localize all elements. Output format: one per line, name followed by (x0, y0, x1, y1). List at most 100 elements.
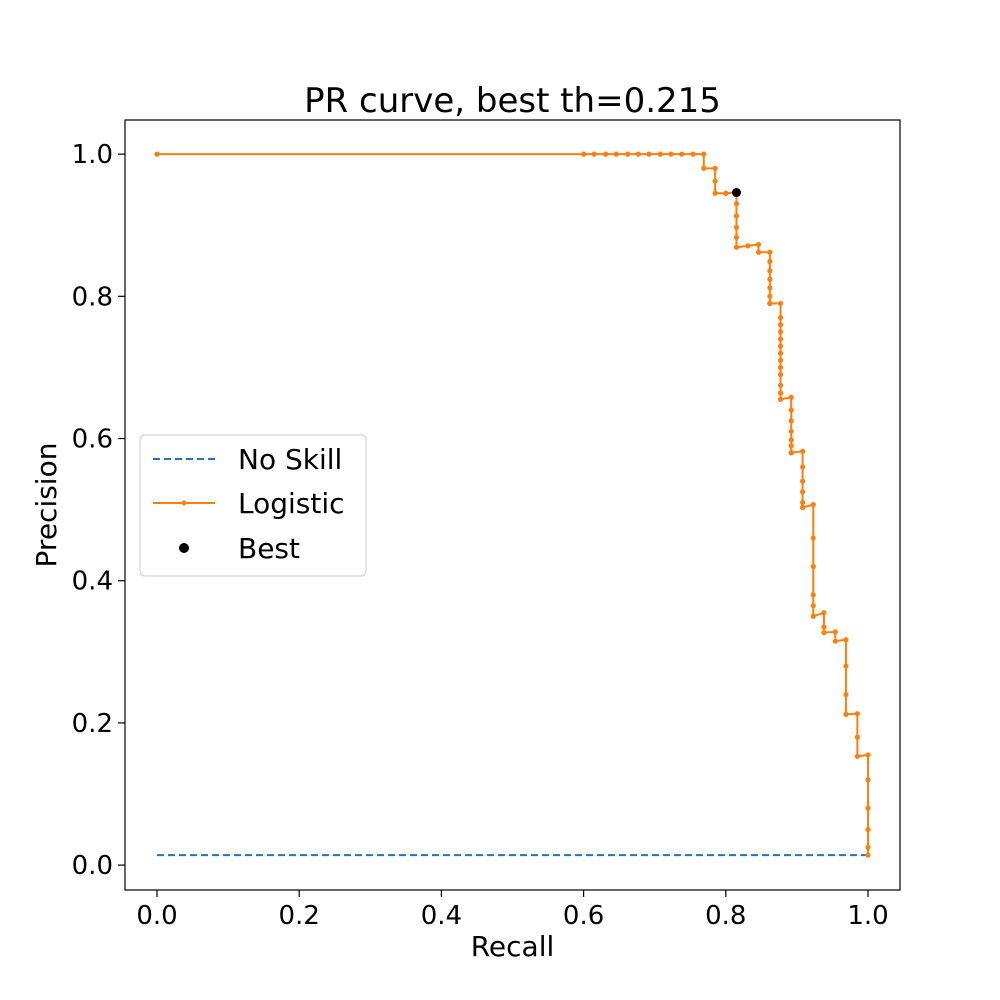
logistic-point (843, 663, 849, 669)
logistic-point (701, 165, 707, 171)
logistic-point (777, 390, 784, 396)
logistic-point (821, 610, 827, 616)
logistic-point (646, 151, 652, 157)
legend-best-marker (179, 543, 189, 553)
legend-no-skill-label: No Skill (238, 443, 342, 476)
logistic-point (712, 165, 718, 171)
x-axis-label: Recall (471, 930, 555, 963)
logistic-point (788, 443, 794, 449)
y-tick-label: 0.8 (72, 282, 113, 312)
x-tick-label: 1.0 (847, 901, 888, 931)
logistic-point (603, 151, 609, 157)
series-layer (154, 151, 871, 858)
legend-best-label: Best (238, 532, 300, 565)
logistic-point (788, 394, 794, 400)
x-tick-label: 0.8 (705, 901, 746, 931)
logistic-point (821, 624, 827, 630)
logistic-point (712, 178, 718, 184)
logistic-point (788, 437, 794, 443)
logistic-point (865, 805, 871, 811)
logistic-point (788, 418, 794, 424)
logistic-point (799, 504, 806, 511)
logistic-point (767, 249, 773, 255)
logistic-point (854, 711, 860, 717)
logistic-markers (154, 151, 871, 858)
logistic-point (767, 268, 773, 274)
logistic-point (865, 852, 871, 858)
logistic-point (777, 343, 784, 349)
logistic-point (701, 151, 707, 157)
logistic-point (733, 201, 740, 207)
logistic-point (810, 502, 816, 508)
y-axis-label: Precision (30, 443, 63, 568)
logistic-point (733, 244, 740, 250)
logistic-point (733, 213, 740, 219)
logistic-point (788, 450, 794, 456)
logistic-point (581, 151, 587, 157)
logistic-point (777, 371, 784, 378)
legend: No Skill Logistic Best (139, 434, 367, 577)
logistic-point (777, 336, 784, 342)
legend-logistic-marker (181, 500, 187, 506)
logistic-point (810, 592, 816, 598)
y-tick-label: 0.6 (72, 425, 113, 455)
logistic-point (854, 734, 860, 740)
logistic-point (767, 300, 773, 307)
logistic-point (799, 499, 806, 506)
logistic-point (755, 249, 762, 255)
logistic-point (777, 350, 784, 356)
logistic-point (777, 315, 784, 321)
logistic-point (767, 276, 773, 282)
legend-box (139, 434, 367, 577)
logistic-point (767, 258, 773, 265)
logistic-point (679, 151, 685, 157)
logistic-point (777, 396, 784, 403)
logistic-point (799, 478, 806, 484)
logistic-point (723, 190, 729, 196)
chart-title: PR curve, best th=0.215 (304, 81, 721, 121)
y-tick-label: 0.0 (72, 851, 113, 881)
logistic-point (635, 151, 641, 157)
logistic-point (690, 151, 696, 157)
best-point (731, 188, 741, 198)
logistic-point (777, 382, 784, 388)
logistic-point (799, 489, 806, 495)
logistic-point (712, 190, 718, 196)
logistic-point (613, 151, 619, 157)
logistic-point (843, 637, 849, 643)
logistic-point (733, 224, 740, 230)
logistic-point (799, 464, 806, 470)
logistic-point (799, 448, 806, 454)
logistic-point (777, 329, 784, 335)
logistic-point (788, 428, 794, 435)
logistic-point (745, 243, 751, 249)
logistic-point (777, 364, 784, 371)
logistic-point (625, 151, 631, 157)
logistic-point (865, 752, 871, 758)
logistic-point (810, 603, 816, 609)
logistic-point (865, 777, 871, 783)
logistic-point (767, 285, 773, 291)
x-tick-label: 0.6 (563, 901, 604, 931)
y-axis: 0.0 0.2 0.4 0.6 0.8 1.0 (72, 140, 125, 881)
logistic-point (767, 293, 773, 299)
logistic-point (843, 711, 849, 717)
y-tick-label: 1.0 (72, 140, 113, 170)
x-tick-label: 0.0 (136, 901, 177, 931)
x-tick-label: 0.2 (279, 901, 320, 931)
logistic-point (777, 322, 784, 328)
logistic-point (657, 151, 663, 157)
logistic-point (843, 691, 849, 698)
logistic-point (788, 407, 794, 413)
logistic-point (810, 613, 816, 619)
logistic-point (777, 300, 784, 307)
logistic-point (733, 234, 740, 240)
logistic-point (810, 535, 816, 541)
legend-logistic-label: Logistic (238, 487, 345, 520)
logistic-point (832, 629, 838, 635)
logistic-point (832, 638, 838, 644)
logistic-point (154, 151, 160, 157)
y-tick-label: 0.4 (72, 567, 113, 597)
